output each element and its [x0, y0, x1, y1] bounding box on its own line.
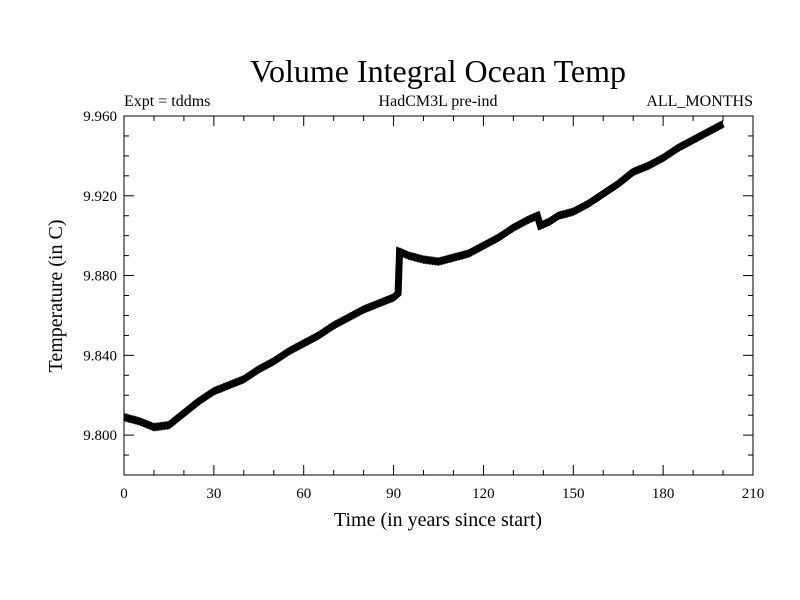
axis-tick-labels: 0 30 60 90 120 150 180 210 9.800 9.840 9.880 9.920 9… [83, 109, 764, 502]
subtitle-center: HadCM3L pre-ind [379, 93, 498, 110]
x-axis-label: Time (in years since start) [334, 509, 542, 531]
x-tick-label: 90 [386, 486, 401, 502]
x-tick-label: 150 [562, 486, 585, 502]
x-tick-label: 180 [652, 486, 675, 502]
subtitle-left: Expt = tddms [124, 93, 210, 110]
series-line [123, 120, 725, 431]
y-tick-label: 9.960 [83, 109, 117, 125]
x-tick-label: 120 [472, 486, 495, 502]
y-tick-label: 9.840 [83, 348, 117, 364]
y-axis-label: Temperature (in C) [45, 220, 67, 373]
y-tick-label: 9.920 [83, 189, 117, 205]
series-seasonal-cycle [123, 120, 724, 432]
x-tick-label: 0 [120, 486, 128, 502]
series-group [123, 120, 725, 432]
subtitle-right: ALL_MONTHS [646, 93, 753, 110]
y-tick-label: 9.880 [83, 269, 117, 285]
chart-title: Volume Integral Ocean Temp [250, 53, 626, 89]
x-tick-label: 210 [742, 486, 765, 502]
x-tick-label: 30 [206, 486, 221, 502]
axis-ticks [123, 115, 754, 476]
plot-frame [123, 115, 754, 476]
x-tick-label: 60 [296, 486, 311, 502]
y-tick-label: 9.800 [83, 428, 117, 444]
